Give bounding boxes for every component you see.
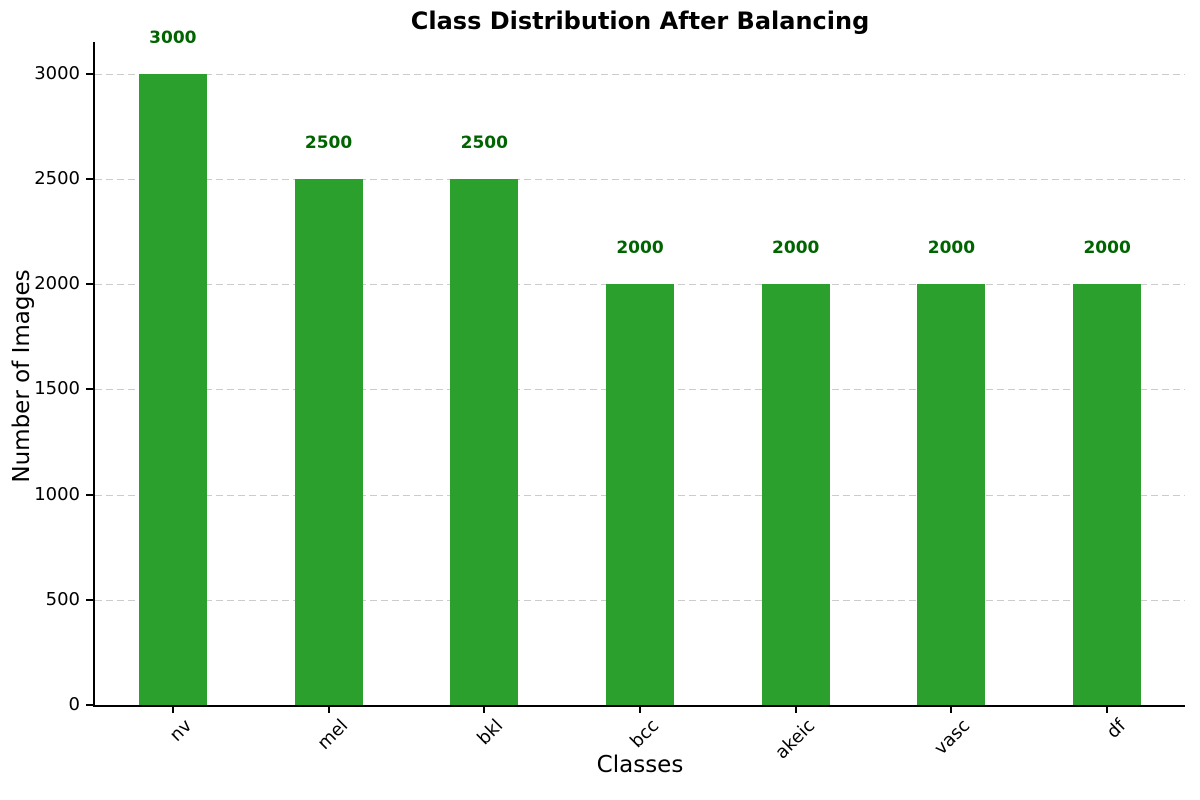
x-tick-mark — [1106, 707, 1109, 713]
bar — [761, 284, 830, 705]
x-tick-mark — [171, 707, 174, 713]
gridline — [95, 178, 1185, 180]
bar — [138, 73, 207, 705]
y-tick-mark — [86, 72, 93, 75]
y-tick-mark — [86, 388, 93, 391]
x-tick-mark — [639, 707, 641, 713]
bar — [1073, 284, 1142, 705]
bar-value-label: 2000 — [772, 238, 820, 259]
bar-value-label: 2000 — [616, 238, 664, 259]
bar — [294, 178, 363, 705]
bar-value-label: 2000 — [1083, 238, 1131, 259]
y-tick-mark — [86, 704, 93, 706]
y-tick-label: 3000 — [34, 62, 80, 84]
x-axis-spine — [93, 705, 1185, 707]
bar-value-label: 3000 — [149, 27, 197, 48]
x-axis-title: Classes — [596, 752, 684, 778]
y-tick-mark — [86, 598, 93, 601]
plot-area: 3000 2500 2500 2000 2000 2000 2000 0 500 1000 150… — [34, 28, 1185, 763]
bar-value-label: 2500 — [304, 132, 353, 153]
y-tick-label: 500 — [45, 588, 80, 610]
y-tick-label: 1000 — [34, 483, 80, 505]
chart-title: Class Distribution After Balancing — [410, 7, 870, 35]
y-tick-label: 1500 — [34, 378, 80, 400]
x-tick-mark — [950, 707, 953, 713]
y-axis-spine — [93, 42, 95, 707]
bar-value-label: 2000 — [927, 238, 976, 259]
x-tick-mark — [327, 707, 330, 713]
y-tick-label: 0 — [68, 694, 80, 715]
bar — [450, 178, 519, 705]
gridline — [95, 73, 1185, 75]
y-tick-label: 2500 — [34, 167, 80, 189]
y-tick-mark — [86, 283, 93, 286]
x-tick-mark — [794, 707, 797, 713]
bar — [606, 284, 674, 705]
y-axis-title: Number of Images — [9, 269, 35, 483]
bar — [917, 284, 986, 705]
bar-value-label: 2500 — [460, 132, 508, 153]
y-tick-mark — [86, 177, 93, 180]
y-tick-label: 2000 — [34, 273, 80, 295]
y-tick-mark — [86, 493, 93, 496]
x-tick-mark — [483, 707, 486, 713]
